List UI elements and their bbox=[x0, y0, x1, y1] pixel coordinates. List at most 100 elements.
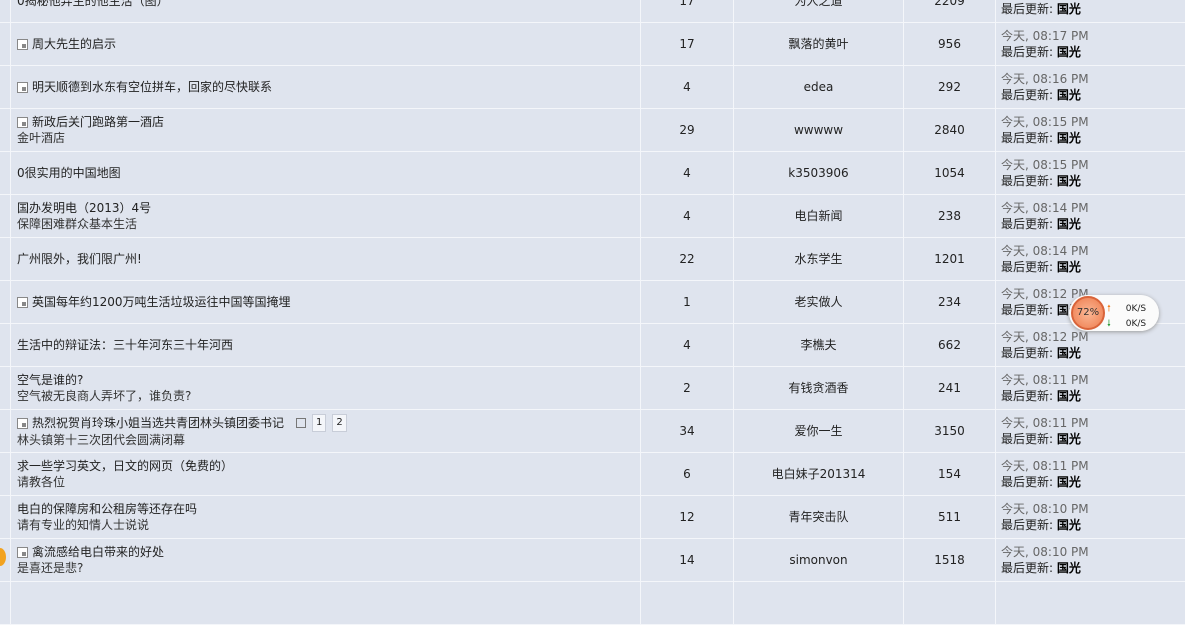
last-post-cell: 今天, 08:14 PM 最后更新: 国光 bbox=[996, 195, 1185, 237]
last-post-time[interactable]: 今天, 08:15 PM bbox=[1001, 115, 1089, 129]
topic-cell bbox=[11, 582, 641, 624]
last-post-time[interactable]: 今天, 08:14 PM bbox=[1001, 244, 1089, 258]
replies-count: 14 bbox=[641, 539, 734, 581]
last-poster-link[interactable]: 国光 bbox=[1056, 217, 1081, 231]
last-update-label: 最后更新: bbox=[1001, 561, 1054, 575]
topic-cell: 周大先生的启示 bbox=[11, 23, 641, 65]
topic-title-link[interactable]: 生活中的辩证法：三十年河东三十年河西 bbox=[17, 338, 234, 352]
topic-title-link[interactable]: 国办发明电（2013）4号 bbox=[17, 201, 152, 215]
table-row: 电白的保障房和公租房等还存在吗 请有专业的知情人士说说 12 青年突击队 511 … bbox=[0, 496, 1185, 539]
author-link[interactable]: simonvon bbox=[734, 539, 904, 581]
table-row: 0很实用的中国地图 4 k3503906 1054 今天, 08:15 PM 最后… bbox=[0, 152, 1185, 195]
topic-description: 空气被无良商人弄坏了，谁负责? bbox=[17, 389, 192, 403]
download-speed: 0K/S bbox=[1125, 319, 1147, 329]
topic-cell: 国办发明电（2013）4号 保障困难群众基本生活 bbox=[11, 195, 641, 237]
topic-title-link[interactable]: 禽流感给电白带来的好处 bbox=[32, 545, 165, 559]
topic-title-link[interactable]: 求一些学习英文，日文的网页（免费的） bbox=[17, 459, 234, 473]
topic-title-link[interactable]: 0揭秘他弄生的他生活（图） bbox=[17, 0, 169, 8]
last-post-time[interactable]: 今天, 08:11 PM bbox=[1001, 373, 1089, 387]
last-post-time[interactable]: 今天, 08:16 PM bbox=[1001, 72, 1089, 86]
last-poster-link[interactable]: 国光 bbox=[1056, 131, 1081, 145]
last-poster-link[interactable]: 国光 bbox=[1056, 346, 1081, 360]
topic-icon bbox=[17, 38, 28, 50]
memory-usage-ball[interactable]: 72% bbox=[1071, 296, 1105, 330]
multipage-icon bbox=[296, 418, 307, 428]
topic-cell: 明天顺德到水东有空位拼车，回家的尽快联系 bbox=[11, 66, 641, 108]
replies-count: 4 bbox=[641, 324, 734, 366]
author-link[interactable] bbox=[734, 582, 904, 624]
last-poster-link[interactable]: 国光 bbox=[1056, 561, 1081, 575]
author-link[interactable]: 青年突击队 bbox=[734, 496, 904, 538]
network-speed-widget[interactable]: 72% 🠕 0K/S 🠗 0K/S bbox=[1069, 295, 1159, 331]
topic-description: 金叶酒店 bbox=[17, 131, 66, 145]
table-row: 生活中的辩证法：三十年河东三十年河西 4 李樵夫 662 今天, 08:12 P… bbox=[0, 324, 1185, 367]
last-poster-link[interactable]: 国光 bbox=[1056, 2, 1081, 16]
topic-description: 保障困难群众基本生活 bbox=[17, 217, 138, 231]
last-post-time[interactable]: 今天, 08:17 PM bbox=[1001, 29, 1089, 43]
last-post-cell: 今天, 08:16 PM 最后更新: 国光 bbox=[996, 66, 1185, 108]
last-post-cell: 今天, 08:10 PM 最后更新: 国光 bbox=[996, 496, 1185, 538]
author-link[interactable]: 为人之道 bbox=[734, 0, 904, 22]
topic-title-link[interactable]: 0很实用的中国地图 bbox=[17, 166, 121, 180]
topic-title-link[interactable]: 周大先生的启示 bbox=[32, 37, 117, 51]
table-row: 新政后关门跑路第一酒店 金叶酒店 29 wwwww 2840 今天, 08:15 … bbox=[0, 109, 1185, 152]
last-poster-link[interactable]: 国光 bbox=[1056, 389, 1081, 403]
last-post-time[interactable]: 今天, 08:12 PM bbox=[1001, 287, 1089, 301]
last-post-cell bbox=[996, 582, 1185, 624]
author-link[interactable]: 水东学生 bbox=[734, 238, 904, 280]
topic-icon bbox=[17, 296, 28, 308]
floating-orange-icon[interactable] bbox=[0, 548, 6, 566]
author-link[interactable]: 飘落的黄叶 bbox=[734, 23, 904, 65]
author-link[interactable]: 电白妹子201314 bbox=[734, 453, 904, 495]
topic-title-link[interactable]: 空气是谁的? bbox=[17, 373, 84, 387]
last-poster-link[interactable]: 国光 bbox=[1056, 88, 1081, 102]
author-link[interactable]: edea bbox=[734, 66, 904, 108]
last-poster-link[interactable]: 国光 bbox=[1056, 45, 1081, 59]
page-link[interactable]: 1 bbox=[312, 414, 327, 432]
page-link[interactable]: 2 bbox=[332, 414, 347, 432]
author-link[interactable]: wwwww bbox=[734, 109, 904, 151]
replies-count: 1 bbox=[641, 281, 734, 323]
topic-title-link[interactable]: 热烈祝贺肖玲珠小姐当选共青团林头镇团委书记 bbox=[32, 416, 285, 430]
table-row: 热烈祝贺肖玲珠小姐当选共青团林头镇团委书记 1 2 林头镇第十三次团代会圆满闭幕 34… bbox=[0, 410, 1185, 453]
author-link[interactable]: 电白新闻 bbox=[734, 195, 904, 237]
last-post-time[interactable]: 今天, 08:11 PM bbox=[1001, 416, 1089, 430]
author-link[interactable]: 有钱贪酒香 bbox=[734, 367, 904, 409]
last-poster-link[interactable]: 国光 bbox=[1056, 475, 1081, 489]
author-link[interactable]: k3503906 bbox=[734, 152, 904, 194]
last-post-cell: 今天, 08:17 PM 最后更新: 国光 bbox=[996, 23, 1185, 65]
last-post-time[interactable]: 今天, 08:10 PM bbox=[1001, 545, 1089, 559]
views-count: 3150 bbox=[904, 410, 996, 452]
replies-count: 2 bbox=[641, 367, 734, 409]
topic-title-link[interactable]: 明天顺德到水东有空位拼车，回家的尽快联系 bbox=[32, 80, 273, 94]
last-poster-link[interactable]: 国光 bbox=[1056, 432, 1081, 446]
last-poster-link[interactable]: 国光 bbox=[1056, 260, 1081, 274]
table-row: 英国每年约1200万吨生活垃圾运往中国等国掩埋 1 老实做人 234 今天, 0… bbox=[0, 281, 1185, 324]
topic-cell: 广州限外，我们限广州! bbox=[11, 238, 641, 280]
topic-description: 是喜还是悲? bbox=[17, 561, 84, 575]
views-count: 956 bbox=[904, 23, 996, 65]
last-post-time[interactable]: 今天, 08:12 PM bbox=[1001, 330, 1089, 344]
views-count: 241 bbox=[904, 367, 996, 409]
last-post-cell: 今天, 08:14 PM 最后更新: 国光 bbox=[996, 238, 1185, 280]
topic-title-link[interactable]: 新政后关门跑路第一酒店 bbox=[32, 115, 165, 129]
last-post-time[interactable]: 今天, 08:10 PM bbox=[1001, 502, 1089, 516]
topic-icon bbox=[17, 546, 28, 558]
last-poster-link[interactable]: 国光 bbox=[1056, 518, 1081, 532]
last-post-time[interactable]: 今天, 08:14 PM bbox=[1001, 201, 1089, 215]
author-link[interactable]: 爱你一生 bbox=[734, 410, 904, 452]
last-post-time[interactable]: 今天, 08:11 PM bbox=[1001, 459, 1089, 473]
author-link[interactable]: 老实做人 bbox=[734, 281, 904, 323]
last-post-time[interactable]: 今天, 08:15 PM bbox=[1001, 158, 1089, 172]
topic-title-link[interactable]: 电白的保障房和公租房等还存在吗 bbox=[17, 502, 198, 516]
topic-title-link[interactable]: 英国每年约1200万吨生活垃圾运往中国等国掩埋 bbox=[32, 295, 291, 309]
last-update-label: 最后更新: bbox=[1001, 217, 1054, 231]
last-poster-link[interactable]: 国光 bbox=[1056, 174, 1081, 188]
topic-title-link[interactable]: 广州限外，我们限广州! bbox=[17, 252, 142, 266]
last-post-cell: 今天, 08:11 PM 最后更新: 国光 bbox=[996, 410, 1185, 452]
last-post-cell: 今天, 08:15 PM 最后更新: 国光 bbox=[996, 109, 1185, 151]
last-post-cell: 今天, 08:11 PM 最后更新: 国光 bbox=[996, 453, 1185, 495]
replies-count: 34 bbox=[641, 410, 734, 452]
author-link[interactable]: 李樵夫 bbox=[734, 324, 904, 366]
